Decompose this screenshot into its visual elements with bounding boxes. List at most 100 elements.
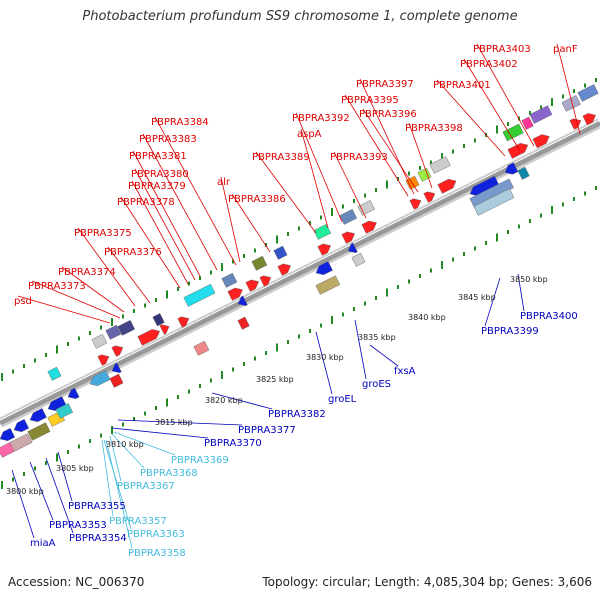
forward-gene-22[interactable]: [152, 313, 165, 327]
reverse-gene-label[interactable]: fxsA: [394, 366, 416, 377]
forward-gene-label[interactable]: PBPRA3384: [151, 117, 209, 128]
reverse-gene-label[interactable]: PBPRA3377: [238, 425, 296, 436]
rna-gene-label[interactable]: PBPRA3363: [127, 529, 185, 540]
forward-gene-12[interactable]: [409, 196, 423, 210]
forward-gene-37[interactable]: [577, 84, 599, 102]
forward-gene-label[interactable]: PBPRA3401: [433, 80, 491, 91]
forward-gene-4[interactable]: [177, 314, 191, 328]
forward-gene-label[interactable]: PBPRA3397: [356, 79, 414, 90]
rna-gene-label[interactable]: PBPRA3358: [128, 548, 186, 559]
forward-gene-35[interactable]: [529, 105, 553, 124]
rna-gene-label[interactable]: PBPRA3367: [117, 481, 175, 492]
forward-gene-label[interactable]: alr: [217, 177, 231, 188]
forward-gene-15[interactable]: [507, 141, 530, 159]
reverse-gene-6[interactable]: [110, 362, 122, 376]
gene-features[interactable]: [0, 84, 599, 458]
rna-gene-label[interactable]: PBPRA3369: [171, 455, 229, 466]
forward-gene-5[interactable]: [227, 285, 245, 301]
forward-gene-label[interactable]: PBPRA3378: [117, 197, 175, 208]
forward-gene-16[interactable]: [532, 132, 552, 149]
forward-gene-label[interactable]: PBPRA3373: [28, 281, 86, 292]
forward-gene-label[interactable]: PBPRA3381: [129, 151, 187, 162]
forward-gene-10[interactable]: [341, 229, 357, 244]
forward-gene-24[interactable]: [221, 272, 238, 288]
forward-gene-13[interactable]: [423, 189, 437, 203]
reverse-gene-label[interactable]: groES: [362, 379, 391, 390]
reverse-gene-24[interactable]: [517, 166, 530, 180]
forward-gene-33[interactable]: [502, 123, 524, 142]
rna-gene-label[interactable]: PBPRA3368: [140, 468, 198, 479]
reverse-gene-16[interactable]: [55, 402, 74, 419]
forward-gene-11[interactable]: [361, 218, 379, 234]
forward-gene-label[interactable]: PBPRA3376: [104, 247, 162, 258]
reverse-gene-label[interactable]: PBPRA3382: [268, 409, 326, 420]
reverse-gene-label[interactable]: PBPRA3400: [520, 311, 578, 322]
forward-gene-label[interactable]: PBPRA3380: [131, 169, 189, 180]
forward-gene-18[interactable]: [582, 111, 598, 126]
forward-gene-31[interactable]: [417, 167, 432, 182]
reverse-gene-18[interactable]: [193, 340, 210, 356]
forward-gene-21[interactable]: [117, 319, 136, 336]
reverse-gene-9[interactable]: [346, 242, 358, 256]
forward-gene-2[interactable]: [137, 327, 162, 346]
forward-gene-label[interactable]: PBPRA3392: [292, 113, 350, 124]
forward-gene-6[interactable]: [245, 277, 261, 292]
reverse-gene-17[interactable]: [109, 373, 124, 388]
forward-gene-9[interactable]: [317, 241, 333, 256]
reverse-gene-0[interactable]: [0, 427, 16, 443]
forward-gene-23[interactable]: [183, 283, 216, 307]
forward-gene-0[interactable]: [97, 352, 111, 366]
forward-gene-25[interactable]: [251, 255, 268, 271]
forward-gene-30[interactable]: [405, 175, 420, 190]
reverse-gene-2[interactable]: [28, 408, 47, 424]
forward-gene-label[interactable]: PBPRA3389: [252, 152, 310, 163]
forward-gene-label[interactable]: aspA: [297, 129, 322, 140]
reverse-gene-21[interactable]: [351, 252, 366, 267]
forward-gene-27[interactable]: [313, 223, 332, 240]
forward-gene-3[interactable]: [159, 322, 172, 335]
forward-gene-28[interactable]: [339, 208, 358, 225]
gene-labels[interactable]: psd PBPRA3373 PBPRA3374 PBPRA3375 PBPRA3376 P…: [14, 44, 578, 559]
reverse-gene-label[interactable]: PBPRA3370: [204, 438, 262, 449]
reverse-gene-11[interactable]: [503, 162, 519, 177]
forward-gene-label[interactable]: panF: [553, 44, 578, 55]
forward-gene-34[interactable]: [521, 116, 534, 130]
forward-gene-14[interactable]: [437, 176, 459, 194]
forward-gene-label[interactable]: psd: [14, 296, 32, 307]
reverse-gene-label[interactable]: PBPRA3353: [49, 520, 107, 531]
reverse-gene-20[interactable]: [315, 275, 341, 295]
forward-gene-label[interactable]: PBPRA3374: [58, 267, 116, 278]
forward-gene-8[interactable]: [277, 261, 293, 276]
reverse-gene-8[interactable]: [314, 261, 333, 277]
forward-gene-19[interactable]: [91, 333, 108, 349]
reverse-gene-label[interactable]: miaA: [30, 538, 56, 549]
forward-gene-label[interactable]: PBPRA3393: [330, 152, 388, 163]
reverse-gene-19[interactable]: [237, 316, 250, 330]
reverse-gene-14[interactable]: [27, 422, 51, 441]
reverse-gene-25[interactable]: [47, 366, 62, 381]
forward-gene-label[interactable]: PBPRA3395: [341, 95, 399, 106]
reverse-gene-1[interactable]: [12, 418, 30, 434]
forward-gene-label[interactable]: PBPRA3403: [473, 44, 531, 55]
forward-gene-label[interactable]: PBPRA3398: [405, 123, 463, 134]
reverse-gene-5[interactable]: [88, 370, 111, 389]
forward-gene-20[interactable]: [105, 324, 122, 340]
forward-gene-label[interactable]: PBPRA3383: [139, 134, 197, 145]
forward-gene-29[interactable]: [357, 199, 376, 216]
reverse-gene-23[interactable]: [473, 188, 515, 216]
forward-gene-label[interactable]: PBPRA3375: [74, 228, 132, 239]
reverse-gene-label[interactable]: PBPRA3354: [69, 533, 127, 544]
forward-gene-label[interactable]: PBPRA3386: [228, 194, 286, 205]
reverse-gene-label[interactable]: PBPRA3399: [481, 326, 539, 337]
forward-gene-7[interactable]: [259, 273, 273, 287]
forward-gene-26[interactable]: [273, 245, 288, 260]
reverse-gene-label[interactable]: PBPRA3355: [68, 501, 126, 512]
reverse-gene-7[interactable]: [236, 295, 248, 309]
reverse-gene-13[interactable]: [9, 433, 33, 452]
forward-gene-label[interactable]: PBPRA3402: [460, 59, 518, 70]
rna-gene-label[interactable]: PBPRA3357: [109, 516, 167, 527]
forward-gene-1[interactable]: [111, 343, 125, 357]
reverse-gene-4[interactable]: [66, 387, 80, 401]
forward-gene-label[interactable]: PBPRA3396: [359, 109, 417, 120]
